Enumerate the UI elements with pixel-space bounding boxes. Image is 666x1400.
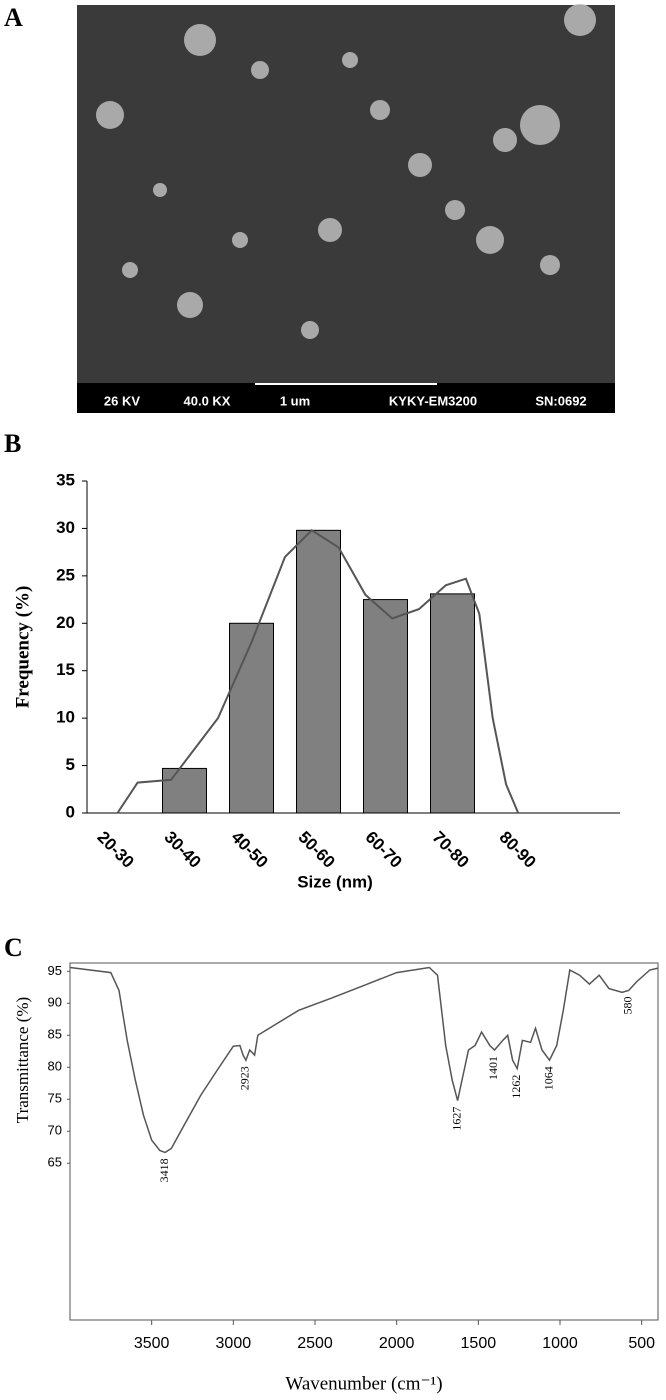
y-tick-label: 20 <box>56 613 75 632</box>
peak-label: 1401 <box>486 1056 500 1080</box>
bar <box>296 529 341 814</box>
x-tick-label: 3500 <box>134 1335 170 1352</box>
panel-letter: A <box>4 3 23 32</box>
sem-info: 26 KV <box>104 393 140 408</box>
x-tick-label: 30-40 <box>161 828 205 872</box>
y-tick-label: 15 <box>56 660 75 679</box>
x-axis-label: Wavenumber (cm⁻¹) <box>285 1373 442 1394</box>
y-tick-label: 75 <box>48 1091 62 1106</box>
sem-info: 40.0 KX <box>184 393 231 408</box>
peak-label: 580 <box>620 997 634 1015</box>
x-tick-label: 1000 <box>542 1335 578 1352</box>
bar <box>363 599 408 814</box>
sem-info: SN:0692 <box>535 393 586 408</box>
panel-letter: B <box>4 429 21 458</box>
y-axis-label: Frequency (%) <box>12 586 33 709</box>
y-tick-label: 85 <box>48 1027 62 1042</box>
plot-frame <box>69 962 659 1321</box>
sem-info: 1 um <box>280 393 310 408</box>
x-tick-label: 1500 <box>461 1335 497 1352</box>
y-tick-label: 65 <box>48 1155 62 1170</box>
x-tick-label: 2500 <box>297 1335 333 1352</box>
x-tick-label: 3000 <box>216 1335 252 1352</box>
peak-label: 1627 <box>449 1107 463 1131</box>
panel-letter: C <box>4 933 23 962</box>
y-tick-label: 80 <box>48 1059 62 1074</box>
x-axis-label: Size (nm) <box>297 872 373 891</box>
fit-curve <box>116 529 520 814</box>
peak-label: 3418 <box>157 1158 171 1182</box>
x-tick-label: 40-50 <box>228 828 272 872</box>
x-tick-label: 20-30 <box>94 828 138 872</box>
spectrum <box>69 966 659 1154</box>
x-tick-label: 70-80 <box>429 828 473 872</box>
peak-label: 1064 <box>541 1066 555 1090</box>
y-tick-label: 95 <box>48 963 62 978</box>
sem-image <box>77 4 615 413</box>
bar <box>430 593 475 814</box>
y-tick-label: 35 <box>56 470 75 489</box>
y-tick-label: 70 <box>48 1123 62 1138</box>
y-tick-label: 30 <box>56 518 75 537</box>
peak-label: 1262 <box>509 1075 523 1099</box>
x-tick-label: 2000 <box>379 1335 415 1352</box>
y-tick-label: 0 <box>66 802 75 821</box>
y-tick-label: 90 <box>48 995 62 1010</box>
bar <box>162 767 207 814</box>
x-tick-label: 50-60 <box>295 828 339 872</box>
y-tick-label: 25 <box>56 565 75 584</box>
y-tick-label: 5 <box>66 755 75 774</box>
x-tick-label: 60-70 <box>362 828 406 872</box>
bar <box>229 622 274 814</box>
peak-label: 2923 <box>238 1066 252 1090</box>
y-tick-label: 10 <box>56 708 75 727</box>
y-axis-label: Transmittance (%) <box>13 997 32 1123</box>
sem-info: KYKY-EM3200 <box>389 393 477 408</box>
x-tick-label: 500 <box>628 1335 655 1352</box>
x-tick-label: 80-90 <box>496 828 540 872</box>
